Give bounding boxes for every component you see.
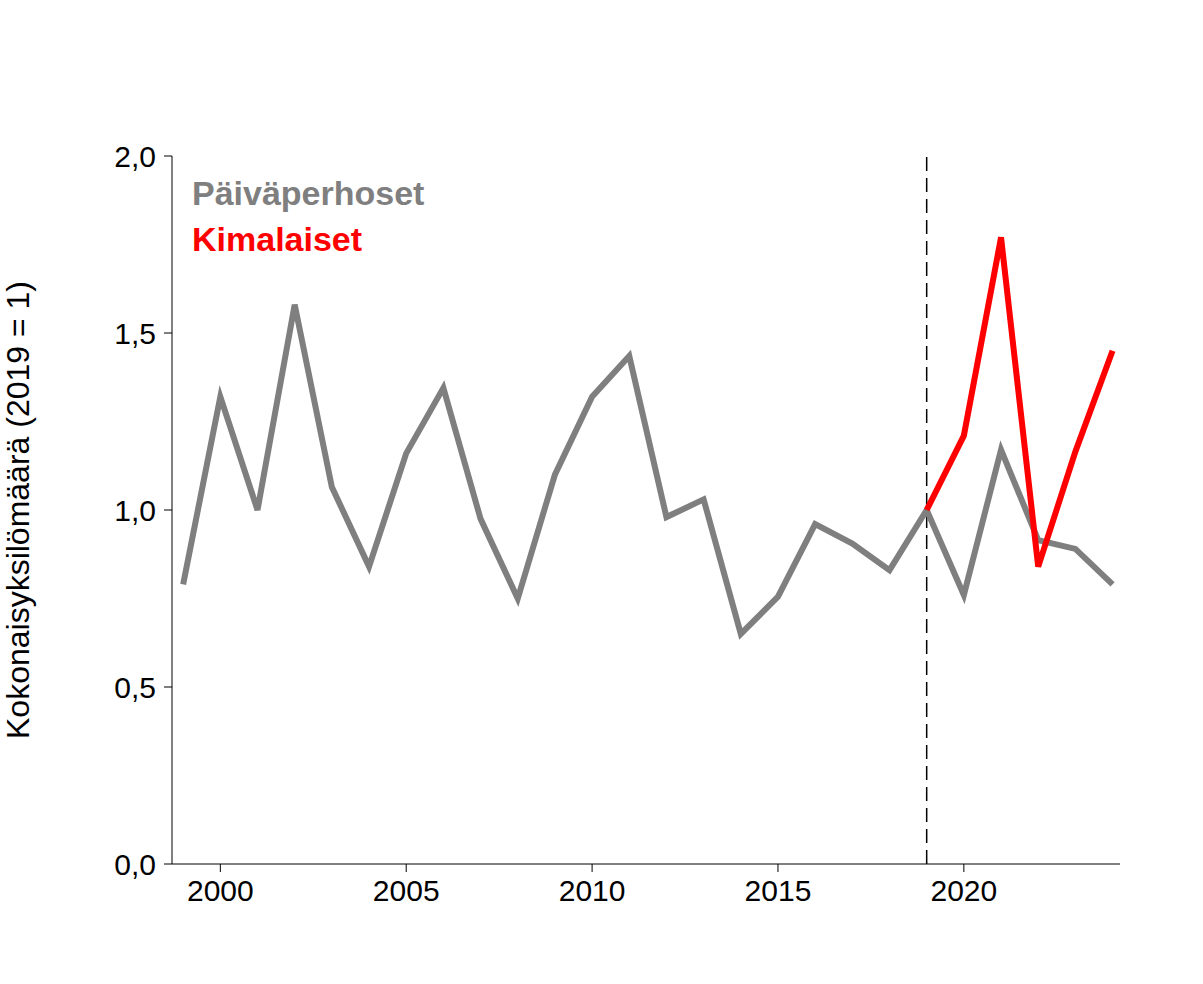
svg-text:Kokonaisyksilömäärä (2019 = 1): Kokonaisyksilömäärä (2019 = 1): [8, 281, 36, 739]
svg-text:2000: 2000: [187, 874, 254, 907]
svg-text:2015: 2015: [745, 874, 812, 907]
svg-text:2020: 2020: [930, 874, 997, 907]
svg-text:0,5: 0,5: [114, 671, 156, 704]
svg-text:1,0: 1,0: [114, 494, 156, 527]
html-text:Päiväperhoset: Päiväperhoset: [192, 174, 425, 212]
svg-text:2,0: 2,0: [114, 140, 156, 173]
svg-text:1,5: 1,5: [114, 317, 156, 350]
svg-text:0,0: 0,0: [114, 848, 156, 881]
html-text:Kimalaiset: Kimalaiset: [192, 220, 363, 258]
svg-text:2005: 2005: [373, 874, 440, 907]
svg-text:2010: 2010: [559, 874, 626, 907]
